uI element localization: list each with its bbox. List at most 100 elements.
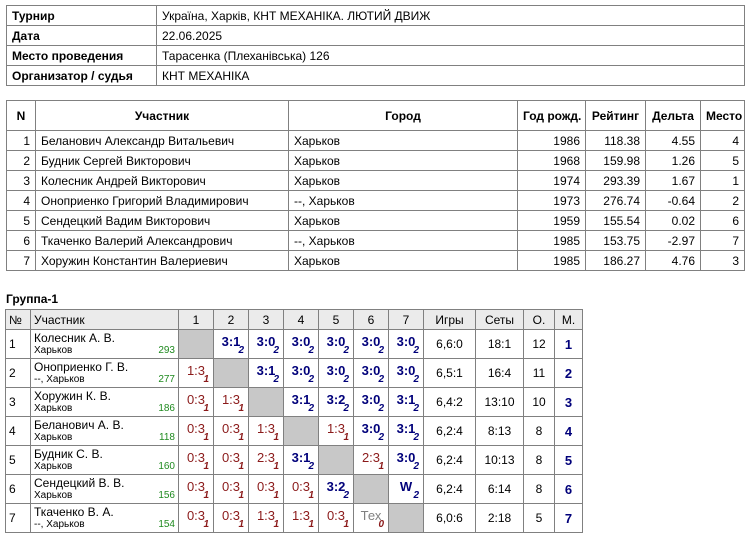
column-header: Город bbox=[288, 100, 518, 131]
group-row: 5 Будник С. В. Харьков 160 0:3 1 0:3 1 2:3 1 3:1 2 2… bbox=[5, 445, 583, 475]
match-score: 3:0 bbox=[256, 333, 276, 349]
match-points: 2 bbox=[308, 345, 314, 356]
player-info: --, Харьков 277 bbox=[34, 374, 175, 386]
place-cell: 7 bbox=[554, 503, 583, 533]
result-cell: 3:0 2 bbox=[353, 416, 389, 446]
match-score: 0:3 bbox=[186, 420, 206, 436]
match-score: 3:1 bbox=[396, 420, 416, 436]
participant-cell: 4.76 bbox=[645, 250, 701, 271]
place-cell: 2 bbox=[554, 358, 583, 388]
match-points: 1 bbox=[238, 461, 244, 472]
match-points: 1 bbox=[308, 519, 314, 530]
place: 7 bbox=[564, 510, 573, 526]
match-score: 3:1 bbox=[256, 362, 276, 378]
participant-row: 2 Будник Сергей Викторович Харьков 1968 159.… bbox=[6, 150, 745, 171]
participant-cell: --, Харьков bbox=[288, 230, 518, 251]
score: 10 bbox=[523, 387, 555, 417]
participant-cell: Ткаченко Валерий Александрович bbox=[35, 230, 289, 251]
result-cell: 3:0 2 bbox=[388, 329, 424, 359]
match-points: 2 bbox=[413, 345, 419, 356]
result-cell: 0:3 1 bbox=[178, 416, 214, 446]
row-number: 6 bbox=[5, 474, 31, 504]
player-name: Сендецкий В. В. bbox=[34, 475, 125, 490]
column-header: Рейтинг bbox=[585, 100, 646, 131]
participant-cell: 1985 bbox=[517, 230, 586, 251]
result-cell: 2:3 1 bbox=[353, 445, 389, 475]
result-cell: 3:0 2 bbox=[353, 358, 389, 388]
player-info: Харьков 186 bbox=[34, 403, 175, 415]
column-header: О. bbox=[523, 309, 555, 330]
row-number: 4 bbox=[5, 416, 31, 446]
player-info: --, Харьков 154 bbox=[34, 519, 175, 531]
match-score: 1:3 bbox=[256, 507, 276, 523]
match-points: 1 bbox=[203, 374, 209, 385]
row-number: 5 bbox=[5, 445, 31, 475]
participant-cell: 276.74 bbox=[585, 190, 646, 211]
info-row: Дата 22.06.2025 bbox=[6, 25, 745, 46]
result-cell: 3:0 2 bbox=[388, 358, 424, 388]
participant-cell: Оноприенко Григорий Владимирович bbox=[35, 190, 289, 211]
match-points: 1 bbox=[273, 490, 279, 501]
participant-cell: 153.75 bbox=[585, 230, 646, 251]
player-cell: Беланович А. В. Харьков 118 bbox=[30, 416, 179, 446]
match-score: 0:3 bbox=[221, 507, 241, 523]
games: 6,2:4 bbox=[423, 445, 476, 475]
result-cell: 1:3 1 bbox=[248, 503, 284, 533]
column-header: 2 bbox=[213, 309, 249, 330]
participant-cell: -2.97 bbox=[645, 230, 701, 251]
participant-cell: 1.26 bbox=[645, 150, 701, 171]
match-score: 1:3 bbox=[256, 420, 276, 436]
result-cell: 0:3 1 bbox=[213, 503, 249, 533]
result-cell: 0:3 1 bbox=[213, 474, 249, 504]
result-cell: 3:1 2 bbox=[283, 445, 319, 475]
match-score: 1:3 bbox=[186, 362, 206, 378]
place: 3 bbox=[564, 394, 573, 410]
participant-row: 4 Оноприенко Григорий Владимирович --, Хар… bbox=[6, 190, 745, 211]
games: 6,2:4 bbox=[423, 474, 476, 504]
participant-cell: 186.27 bbox=[585, 250, 646, 271]
info-value: Україна, Харків, КНТ МЕХАНІКА. ЛЮТИЙ ДВИ… bbox=[156, 5, 745, 26]
match-score: 3:1 bbox=[291, 391, 311, 407]
participant-cell: Харьков bbox=[288, 130, 518, 151]
place-cell: 3 bbox=[554, 387, 583, 417]
result-cell: 3:0 2 bbox=[353, 387, 389, 417]
column-header: Сеты bbox=[475, 309, 524, 330]
self-cell bbox=[388, 503, 424, 533]
participant-cell: Колесник Андрей Викторович bbox=[35, 170, 289, 191]
match-score: 2:3 bbox=[361, 449, 381, 465]
column-header: Игры bbox=[423, 309, 476, 330]
info-label: Организатор / судья bbox=[6, 65, 157, 86]
column-header: Участник bbox=[35, 100, 289, 131]
participant-cell: 4.55 bbox=[645, 130, 701, 151]
self-cell bbox=[248, 387, 284, 417]
match-score: 3:0 bbox=[396, 449, 416, 465]
match-points: 1 bbox=[273, 461, 279, 472]
result-cell: 0:3 1 bbox=[248, 474, 284, 504]
match-score: 3:0 bbox=[291, 362, 311, 378]
participant-cell: 2 bbox=[700, 190, 745, 211]
match-points: 1 bbox=[203, 432, 209, 443]
player-cell: Колесник А. В. Харьков 293 bbox=[30, 329, 179, 359]
match-score: 3:0 bbox=[361, 333, 381, 349]
participant-cell: 6 bbox=[6, 230, 36, 251]
participant-cell: --, Харьков bbox=[288, 190, 518, 211]
participants-table: N Участник Город Год рожд. Рейтинг Дельта Мест… bbox=[6, 100, 745, 271]
place: 2 bbox=[564, 365, 573, 381]
match-points: 2 bbox=[413, 403, 419, 414]
player-rating: 154 bbox=[158, 518, 175, 530]
participant-cell: 1 bbox=[6, 130, 36, 151]
player-info: Харьков 293 bbox=[34, 345, 175, 357]
sets: 2:18 bbox=[475, 503, 524, 533]
column-header: N bbox=[6, 100, 36, 131]
participant-cell: 1986 bbox=[517, 130, 586, 151]
column-header: 5 bbox=[318, 309, 354, 330]
participant-cell: 1968 bbox=[517, 150, 586, 171]
participant-row: 3 Колесник Андрей Викторович Харьков 1974 29… bbox=[6, 170, 745, 191]
player-info: Харьков 118 bbox=[34, 432, 175, 444]
match-score: 1:3 bbox=[326, 420, 346, 436]
row-number: 7 bbox=[5, 503, 31, 533]
match-points: 2 bbox=[378, 432, 384, 443]
match-points: 2 bbox=[413, 490, 419, 501]
result-cell: Тех 0 bbox=[353, 503, 389, 533]
